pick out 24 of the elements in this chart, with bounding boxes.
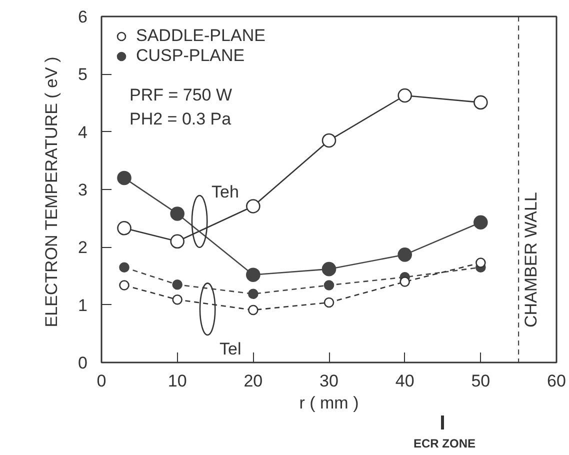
annotation: Tel [220,340,242,358]
x-axis-title: r ( mm ) [299,394,359,412]
x-tick-label: 30 [320,372,338,390]
legend-label: SADDLE-PLANE [136,26,266,46]
x-tick-label: 20 [244,372,263,390]
x-tick-label: 0 [96,372,106,390]
annotation: Teh [212,182,239,202]
y-tick-label: 2 [78,238,88,258]
y-axis-title: ELECTRON TEMPERATURE ( eV ) [42,56,62,328]
text: ECR ZONE [414,436,476,450]
x-tick-label: 50 [471,372,490,390]
y-tick-label: 1 [78,296,88,315]
y-tick-label: 4 [78,122,88,142]
x-tick-label: 60 [547,372,566,390]
annotation: PRF = 750 W [130,86,232,104]
y-tick-label: 6 [78,8,88,26]
x-tick-label: 40 [395,372,414,390]
x-tick-label: 10 [168,372,187,390]
annotation: PH2 = 0.3 Pa [130,110,232,128]
y-tick-label: 5 [78,65,88,84]
legend-label: CUSP-PLANE [136,46,245,66]
y-tick-label: 3 [78,180,88,200]
y-tick-label: 0 [78,354,88,372]
ref-line-label: CHAMBER WALL [522,192,541,328]
